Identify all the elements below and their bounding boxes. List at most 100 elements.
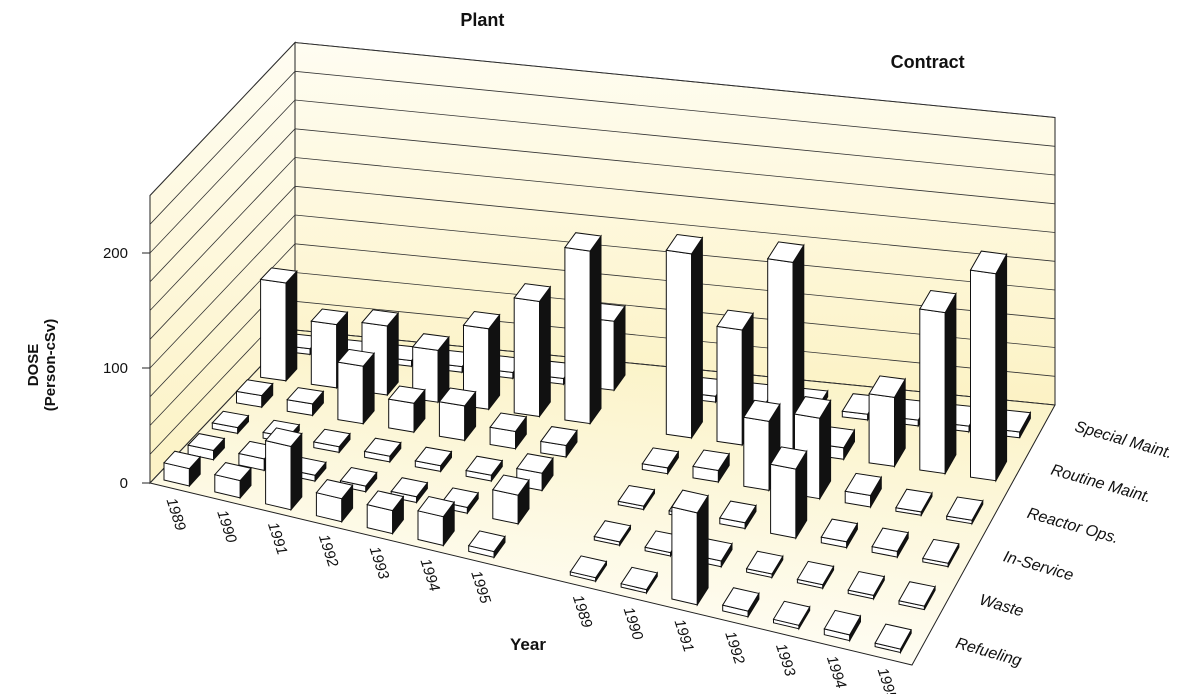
bar	[163, 450, 202, 488]
bar	[871, 527, 909, 559]
bar-top	[414, 446, 453, 467]
bar-top	[895, 488, 933, 513]
bar-top	[969, 250, 1008, 275]
x-tick-label: 1990	[620, 605, 647, 643]
bar	[315, 479, 354, 524]
bar-top	[769, 446, 808, 470]
bar-top	[742, 399, 781, 422]
y-tick-label: 100	[103, 360, 128, 377]
row-label: In-Service	[1001, 548, 1075, 584]
x-tick-label: 1995	[467, 569, 494, 607]
bar-top	[692, 449, 731, 472]
bar-top	[868, 375, 907, 398]
bar	[264, 427, 303, 512]
bar-front	[265, 439, 292, 511]
bar-top	[363, 437, 402, 457]
x-tick-label: 1993	[772, 641, 799, 679]
bar-top	[922, 538, 960, 564]
bar-top	[874, 623, 912, 650]
bar	[671, 489, 709, 607]
bar-top	[718, 500, 757, 524]
bar-top	[918, 289, 957, 314]
bar-top	[259, 267, 298, 284]
bar-top	[745, 550, 784, 575]
x-tick-label: 1989	[569, 593, 596, 631]
bar	[692, 449, 731, 484]
bar-top	[539, 426, 578, 447]
bar	[462, 310, 501, 411]
bar	[617, 484, 656, 512]
y-axis-title-line: (Person-cSv)	[42, 319, 59, 412]
bar	[491, 474, 530, 526]
bar-top	[390, 477, 429, 498]
bar	[874, 623, 912, 655]
bar-top	[310, 308, 349, 326]
x-tick-label: 1991	[264, 520, 290, 557]
bar-top	[366, 490, 405, 512]
group-title: Contract	[891, 52, 965, 72]
bar	[772, 600, 811, 631]
bar	[312, 428, 351, 454]
bar-top	[593, 520, 632, 543]
bar	[895, 488, 933, 518]
bar-top	[438, 387, 477, 407]
bar-side	[696, 494, 709, 607]
bar-side	[285, 269, 298, 383]
bar-top	[898, 581, 936, 607]
bar	[417, 495, 456, 548]
bar-side	[539, 285, 551, 419]
bar	[438, 387, 477, 442]
bar	[945, 496, 984, 526]
bar	[868, 375, 907, 469]
bar	[918, 289, 957, 476]
row-label: Routine Maint.	[1049, 462, 1153, 507]
bar-top	[187, 433, 226, 452]
bar	[336, 348, 376, 426]
bar	[796, 560, 835, 591]
x-tick-label: 1992	[721, 629, 748, 667]
bar	[716, 309, 754, 447]
bar-front	[671, 506, 698, 606]
bar-top	[417, 495, 456, 518]
group-title: Plant	[460, 10, 504, 30]
bar-top	[665, 233, 704, 255]
bar-top	[411, 333, 450, 351]
x-tick-label: 1995	[874, 666, 901, 694]
bar-top	[569, 555, 608, 579]
bar-top	[361, 309, 400, 327]
bar	[363, 437, 402, 464]
bar-front	[260, 278, 287, 382]
bar	[969, 250, 1008, 483]
bar	[366, 490, 405, 536]
bar-front	[513, 297, 540, 418]
bar-top	[213, 462, 252, 482]
bar	[898, 581, 936, 611]
bar-top	[211, 410, 250, 429]
bar	[467, 530, 506, 559]
bar	[411, 333, 450, 404]
bar-top	[163, 450, 202, 470]
bar-side	[488, 313, 501, 411]
bar	[569, 555, 608, 583]
bar-top	[264, 427, 303, 448]
bar-front	[743, 416, 770, 491]
bar	[539, 426, 578, 459]
bar-top	[491, 474, 530, 496]
bar-top	[617, 484, 656, 507]
bar-top	[844, 472, 883, 497]
row-label: Special Maint.	[1073, 418, 1174, 462]
bar-top	[513, 283, 552, 303]
bar-top	[716, 309, 754, 331]
bar	[211, 410, 250, 435]
bar-side	[995, 252, 1008, 483]
bar-top	[465, 455, 504, 476]
bar-top	[315, 479, 354, 500]
bar-top	[336, 348, 376, 367]
bar	[721, 587, 760, 619]
bar-top	[235, 379, 274, 397]
bar	[187, 433, 226, 461]
row-label: Reactor Ops.	[1025, 505, 1120, 547]
grid-line	[149, 128, 1056, 283]
x-tick-label: 1994	[417, 557, 443, 594]
